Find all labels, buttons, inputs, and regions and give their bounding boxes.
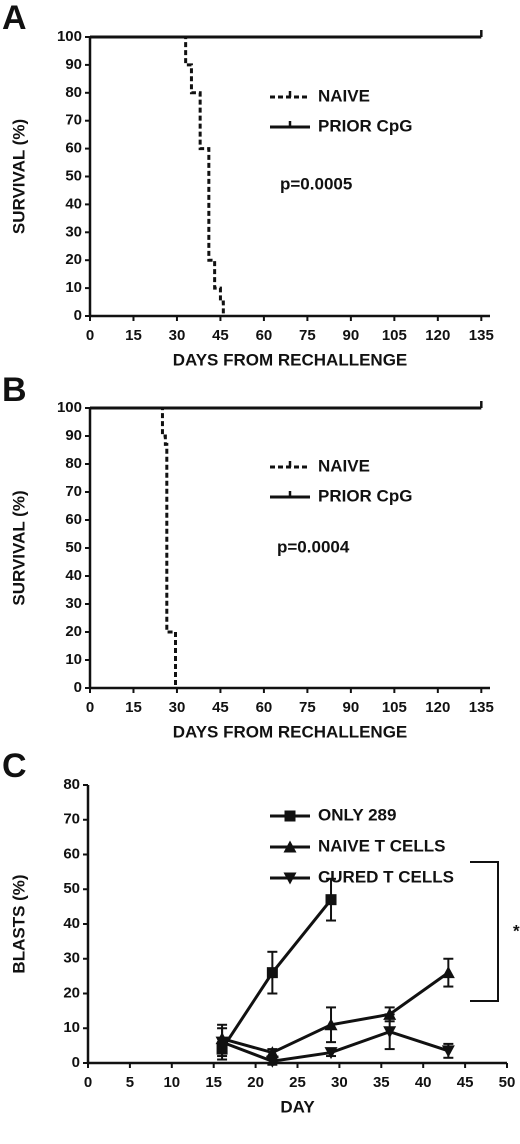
y-tick-label: 80 xyxy=(65,455,82,472)
y-tick-label: 50 xyxy=(65,539,82,556)
significance-bracket xyxy=(470,861,499,1002)
x-tick-label: 20 xyxy=(247,1074,264,1091)
y-axis-title: SURVIVAL (%) xyxy=(9,119,28,234)
y-tick-label: 60 xyxy=(65,511,82,528)
x-tick-label: 10 xyxy=(163,1074,180,1091)
marker xyxy=(283,872,297,885)
x-tick-label: 15 xyxy=(125,327,142,344)
y-tick-label: 50 xyxy=(63,880,80,897)
y-tick-label: 0 xyxy=(74,679,82,696)
marker xyxy=(441,1045,455,1058)
y-tick-label: 40 xyxy=(65,567,82,584)
x-tick-label: 45 xyxy=(212,699,229,716)
x-tick-label: 30 xyxy=(169,699,186,716)
x-tick-label: 135 xyxy=(469,699,494,716)
annotation: p=0.0005 xyxy=(280,174,352,193)
x-tick-label: 105 xyxy=(382,699,407,716)
marker xyxy=(265,1046,279,1059)
legend-label: NAIVE T CELLS xyxy=(318,836,446,855)
marker xyxy=(324,1047,338,1060)
y-axis-title: BLASTS (%) xyxy=(9,874,28,973)
x-tick-label: 75 xyxy=(299,327,316,344)
y-tick-label: 90 xyxy=(65,56,82,73)
panel-label: C xyxy=(2,747,27,785)
x-tick-label: 25 xyxy=(289,1074,306,1091)
survival-curve xyxy=(159,406,178,688)
marker xyxy=(383,1026,397,1039)
y-tick-label: 70 xyxy=(63,811,80,828)
y-tick-label: 40 xyxy=(63,915,80,932)
y-tick-label: 30 xyxy=(63,950,80,967)
y-tick-label: 30 xyxy=(65,223,82,240)
x-tick-label: 40 xyxy=(415,1074,432,1091)
x-axis-title: DAY xyxy=(280,1097,315,1116)
y-tick-label: 10 xyxy=(65,651,82,668)
y-axis-title: SURVIVAL (%) xyxy=(9,490,28,605)
marker xyxy=(215,1036,229,1049)
marker xyxy=(265,1055,279,1068)
annotation: p=0.0004 xyxy=(277,537,350,556)
x-tick-label: 35 xyxy=(373,1074,390,1091)
marker xyxy=(283,840,297,853)
x-tick-label: 15 xyxy=(125,699,142,716)
y-tick-label: 60 xyxy=(65,140,82,157)
y-tick-label: 70 xyxy=(65,483,82,500)
legend-label: NAIVE xyxy=(318,86,370,105)
x-tick-label: 45 xyxy=(457,1074,474,1091)
x-tick-label: 0 xyxy=(86,699,94,716)
y-tick-label: 0 xyxy=(72,1054,80,1071)
marker xyxy=(325,894,337,906)
y-tick-label: 100 xyxy=(57,28,82,45)
y-tick-label: 100 xyxy=(57,399,82,416)
x-tick-label: 30 xyxy=(169,327,186,344)
legend-label: ONLY 289 xyxy=(318,805,396,824)
y-tick-label: 10 xyxy=(63,1019,80,1036)
marker xyxy=(441,966,455,979)
x-tick-label: 30 xyxy=(331,1074,348,1091)
y-tick-label: 40 xyxy=(65,195,82,212)
legend-label: CURED T CELLS xyxy=(318,867,454,886)
x-tick-label: 5 xyxy=(126,1074,134,1091)
x-tick-label: 90 xyxy=(343,699,360,716)
y-tick-label: 0 xyxy=(74,307,82,324)
y-tick-label: 90 xyxy=(65,427,82,444)
y-tick-label: 80 xyxy=(65,84,82,101)
y-tick-label: 10 xyxy=(65,279,82,296)
y-tick-label: 20 xyxy=(63,984,80,1001)
x-tick-label: 0 xyxy=(86,327,94,344)
panel-label: B xyxy=(2,371,27,409)
y-tick-label: 20 xyxy=(65,251,82,268)
marker xyxy=(266,967,278,979)
survival-curve xyxy=(182,35,225,316)
y-tick-label: 80 xyxy=(63,776,80,793)
x-tick-label: 60 xyxy=(256,327,273,344)
x-tick-label: 0 xyxy=(84,1074,92,1091)
panel-label: A xyxy=(2,0,27,37)
x-axis-title: DAYS FROM RECHALLENGE xyxy=(173,722,408,741)
x-tick-label: 45 xyxy=(212,327,229,344)
x-tick-label: 120 xyxy=(425,699,450,716)
x-tick-label: 90 xyxy=(343,327,360,344)
x-tick-label: 135 xyxy=(469,327,494,344)
y-tick-label: 50 xyxy=(65,167,82,184)
x-tick-label: 105 xyxy=(382,327,407,344)
y-tick-label: 60 xyxy=(63,845,80,862)
y-tick-label: 30 xyxy=(65,595,82,612)
legend-label: NAIVE xyxy=(318,456,370,475)
marker xyxy=(284,810,296,822)
x-tick-label: 60 xyxy=(256,699,273,716)
x-axis-title: DAYS FROM RECHALLENGE xyxy=(173,350,408,369)
legend-label: PRIOR CpG xyxy=(318,486,412,505)
marker xyxy=(324,1018,338,1031)
x-tick-label: 15 xyxy=(205,1074,222,1091)
legend-label: PRIOR CpG xyxy=(318,116,412,135)
x-tick-label: 120 xyxy=(425,327,450,344)
annotation: * xyxy=(513,921,520,940)
y-tick-label: 20 xyxy=(65,623,82,640)
x-tick-label: 50 xyxy=(499,1074,516,1091)
x-tick-label: 75 xyxy=(299,699,316,716)
y-tick-label: 70 xyxy=(65,112,82,129)
